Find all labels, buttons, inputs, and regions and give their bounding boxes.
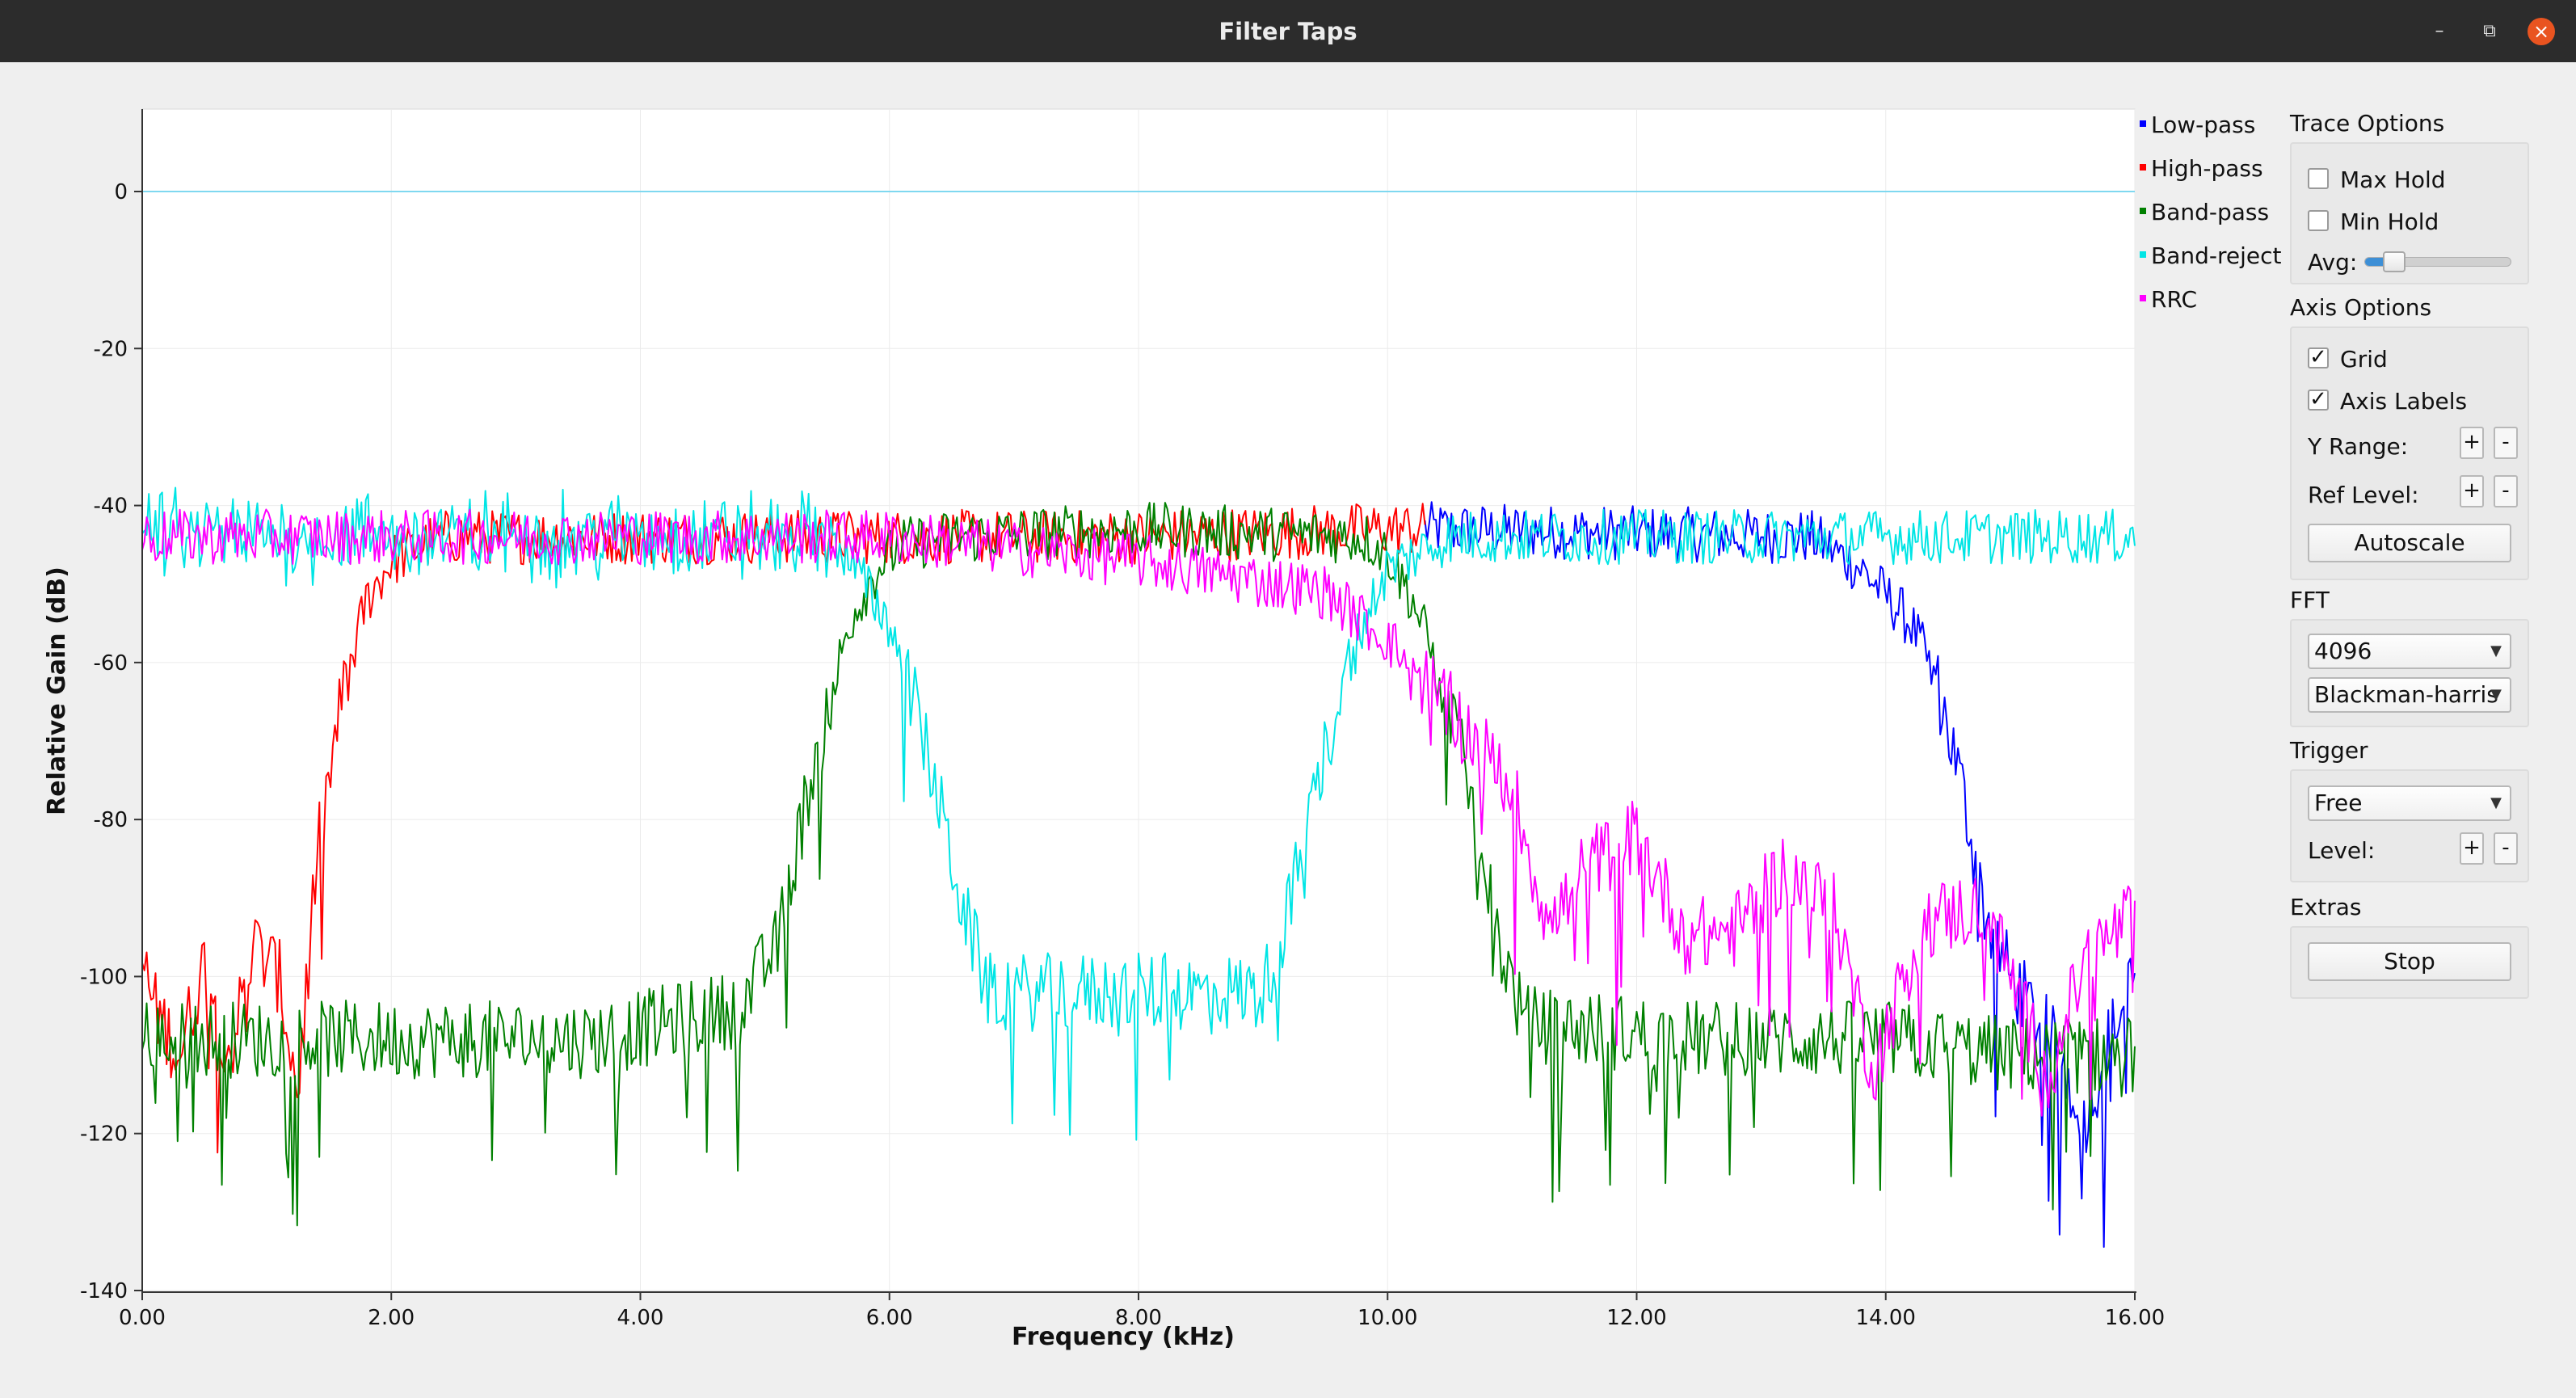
autoscale-button[interactable]: Autoscale [2308, 524, 2511, 562]
fft-size-value: 4096 [2314, 638, 2372, 664]
chevron-down-icon: ▼ [2490, 686, 2502, 703]
extras-title: Extras [2290, 894, 2362, 920]
legend-item-band-pass[interactable]: Band-pass [2140, 199, 2269, 228]
trace-options-title: Trace Options [2290, 110, 2445, 137]
legend-item-low-pass[interactable]: Low-pass [2140, 112, 2255, 141]
y-range-plus-button[interactable]: + [2460, 427, 2484, 459]
chevron-down-icon: ▼ [2490, 642, 2502, 659]
trigger-level-plus-button[interactable]: + [2460, 832, 2484, 865]
series-band-pass [141, 502, 2136, 1227]
y-tick-label: -100 [80, 965, 128, 989]
trace-options-group: Max Hold Min Hold Avg: [2290, 142, 2529, 284]
x-tick-label: 2.00 [368, 1306, 415, 1330]
chevron-down-icon: ▼ [2490, 794, 2502, 811]
legend-item-high-pass[interactable]: High-pass [2140, 155, 2263, 184]
series-rrc [141, 508, 2136, 1117]
x-tick-label: 14.00 [1856, 1306, 1916, 1330]
max-hold-label: Max Hold [2340, 166, 2446, 193]
x-tick-label: 6.00 [866, 1306, 913, 1330]
legend-item-rrc[interactable]: RRC [2140, 286, 2197, 315]
window-title: Filter Taps [1219, 18, 1357, 45]
trigger-level-label: Level: [2308, 837, 2376, 864]
legend-label: Low-pass [2151, 112, 2256, 138]
y-tick-label: -80 [94, 808, 128, 832]
y-tick-label: 0 [114, 180, 128, 204]
trigger-mode-select[interactable]: Free ▼ [2308, 785, 2511, 821]
trigger-title: Trigger [2290, 737, 2368, 764]
y-range-label: Y Range: [2308, 433, 2409, 460]
legend-label: Band-pass [2151, 199, 2270, 225]
fft-title: FFT [2290, 587, 2330, 613]
x-tick-label: 4.00 [617, 1306, 664, 1330]
frequency-response-chart[interactable]: 0.00 2.00 4.00 6.00 8.00 10.00 12.00 14.00 16.00… [0, 62, 2254, 1395]
y-axis-label: Relative Gain (dB) [43, 566, 71, 815]
y-tick-label: -140 [80, 1279, 128, 1303]
ref-level-minus-button[interactable]: - [2494, 475, 2518, 507]
close-icon[interactable]: × [2528, 18, 2555, 45]
series-group [141, 191, 2136, 1249]
avg-label: Avg: [2308, 249, 2358, 276]
trigger-level-minus-button[interactable]: - [2494, 832, 2518, 865]
minimize-icon[interactable]: – [2435, 21, 2444, 41]
grid-label: Grid [2340, 346, 2388, 373]
axis-labels-checkbox[interactable]: ✓ [2308, 389, 2329, 411]
y-tick-label: -20 [94, 337, 128, 361]
fft-window-select[interactable]: Blackman-harris ▼ [2308, 677, 2511, 713]
stop-button[interactable]: Stop [2308, 942, 2511, 981]
plot-area[interactable]: 0.00 2.00 4.00 6.00 8.00 10.00 12.00 14.00 16.00… [0, 62, 2254, 1395]
max-hold-checkbox[interactable] [2308, 168, 2329, 189]
legend-swatch-rrc [2140, 295, 2146, 301]
min-hold-label: Min Hold [2340, 208, 2439, 235]
legend-swatch-high-pass [2140, 164, 2146, 171]
axis-labels-label: Axis Labels [2340, 388, 2468, 415]
ref-level-label: Ref Level: [2308, 482, 2419, 508]
min-hold-checkbox[interactable] [2308, 210, 2329, 231]
axis-options-group: ✓ Grid ✓ Axis Labels Y Range: + - Ref Le… [2290, 326, 2529, 580]
x-tick-label: 0.00 [119, 1306, 166, 1330]
x-axis-label: Frequency (kHz) [1012, 1323, 1235, 1351]
window-titlebar: Filter Taps – ⧉ × [0, 0, 2576, 62]
x-tick-label: 12.00 [1606, 1306, 1666, 1330]
legend-item-band-reject[interactable]: Band-reject [2140, 242, 2282, 272]
ref-level-plus-button[interactable]: + [2460, 475, 2484, 507]
y-tick-label: -40 [94, 495, 128, 519]
trigger-mode-value: Free [2314, 790, 2363, 816]
fft-size-select[interactable]: 4096 ▼ [2308, 634, 2511, 669]
legend-label: RRC [2151, 286, 2198, 313]
extras-group: Stop [2290, 926, 2529, 999]
x-tick-label: 8.00 [1115, 1306, 1162, 1330]
axis-options-title: Axis Options [2290, 294, 2432, 321]
y-tick-label: -120 [80, 1122, 128, 1147]
tick-labels: 0.00 2.00 4.00 6.00 8.00 10.00 12.00 14.00 16.00… [80, 180, 2165, 1330]
y-range-minus-button[interactable]: - [2494, 427, 2518, 459]
avg-slider-handle[interactable] [2383, 251, 2406, 272]
y-tick-label: -60 [94, 651, 128, 676]
maximize-icon[interactable]: ⧉ [2483, 21, 2496, 41]
x-tick-label: 10.00 [1357, 1306, 1417, 1330]
legend-swatch-low-pass [2140, 120, 2146, 127]
legend-swatch-band-reject [2140, 251, 2146, 258]
fft-group: 4096 ▼ Blackman-harris ▼ [2290, 619, 2529, 727]
legend-swatch-band-pass [2140, 208, 2146, 214]
grid-checkbox[interactable]: ✓ [2308, 347, 2329, 368]
trigger-group: Free ▼ Level: + - [2290, 769, 2529, 882]
legend-label: High-pass [2151, 155, 2263, 182]
avg-slider-fill [2365, 258, 2399, 266]
fft-window-value: Blackman-harris [2314, 681, 2498, 708]
legend-label: Band-reject [2151, 242, 2282, 269]
x-tick-label: 16.00 [2105, 1306, 2165, 1330]
